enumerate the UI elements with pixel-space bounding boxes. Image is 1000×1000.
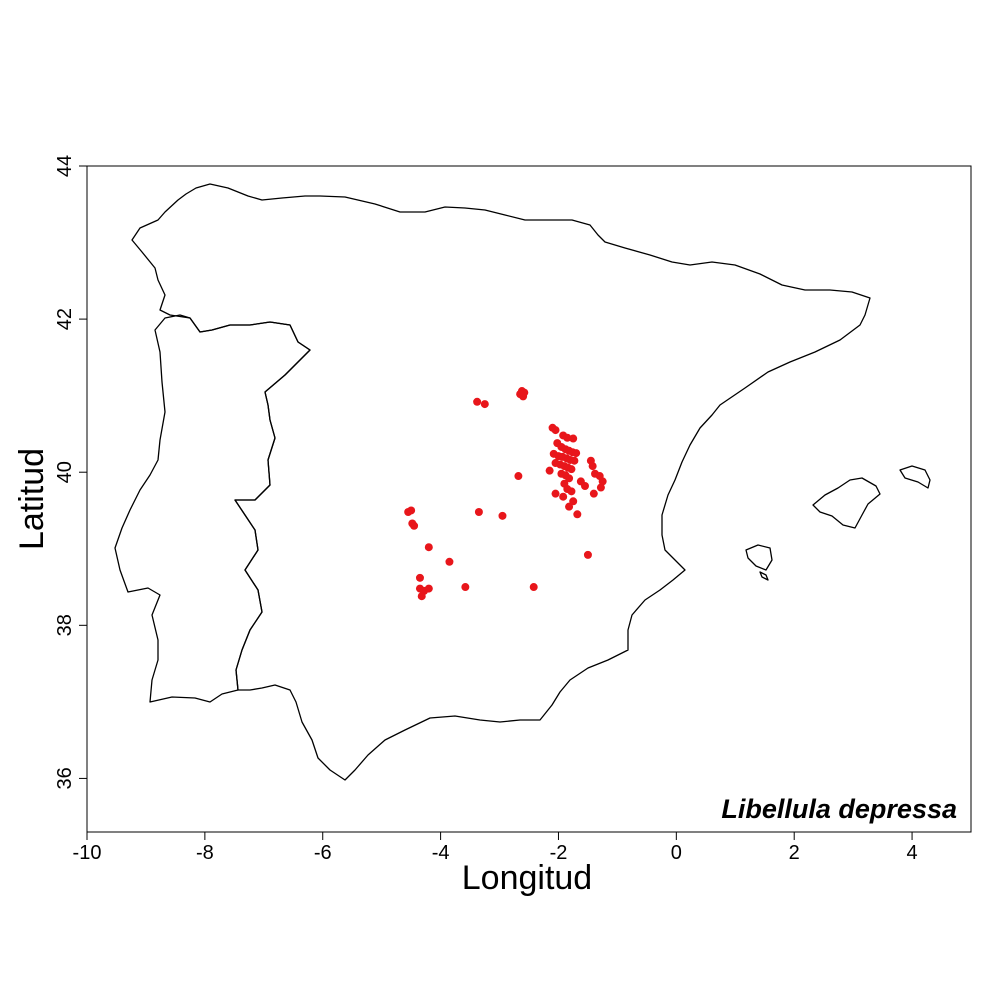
- y-axis: 36 38 40 42 44: [54, 155, 87, 790]
- mallorca-outline: [812, 477, 881, 529]
- x-tick-label: 2: [789, 842, 800, 864]
- species-label: Libellula depressa: [721, 794, 957, 824]
- occurrence-point: [563, 433, 572, 442]
- plot-frame: [86, 165, 972, 833]
- occurrence-point: [415, 573, 424, 582]
- occurrence-point: [474, 508, 483, 517]
- occurrence-point: [424, 584, 433, 593]
- occurrence-point: [520, 388, 529, 397]
- occurrence-point: [545, 466, 554, 475]
- y-axis-title: Latitud: [13, 448, 51, 550]
- occurrence-point: [473, 397, 482, 406]
- ibiza-outline: [745, 544, 773, 571]
- occurrence-point: [514, 472, 523, 481]
- x-tick-label: 0: [671, 842, 682, 864]
- occurrence-point: [445, 557, 454, 566]
- occurrence-point: [480, 400, 489, 409]
- occurrence-point: [417, 592, 426, 601]
- occurrence-point: [551, 426, 560, 435]
- x-axis: -10 -8 -6 -4 -2 0 2 4: [73, 832, 918, 864]
- menorca-outline: [899, 465, 931, 489]
- x-tick-label: -8: [196, 842, 214, 864]
- occurrence-point: [565, 502, 574, 511]
- occurrence-point: [569, 434, 578, 443]
- iberian-peninsula-outline: [131, 183, 871, 781]
- occurrence-point: [580, 481, 589, 490]
- x-axis-title: Longitud: [462, 859, 592, 897]
- y-tick-label: 36: [54, 767, 76, 789]
- portugal-border: [114, 314, 311, 703]
- map-outlines: [114, 183, 931, 781]
- x-tick-label: -4: [432, 842, 450, 864]
- x-tick-label: -2: [550, 842, 568, 864]
- occurrence-point: [565, 474, 574, 483]
- occurrence-point: [589, 489, 598, 498]
- occurrence-point: [573, 510, 582, 519]
- occurrence-point: [410, 521, 419, 530]
- y-tick-label: 40: [54, 461, 76, 483]
- occurrence-point: [407, 506, 416, 515]
- occurrence-point: [567, 487, 576, 496]
- formentera-outline: [759, 571, 769, 581]
- y-tick-label: 44: [54, 155, 76, 177]
- x-tick-label: -6: [314, 842, 332, 864]
- occurrence-points: [404, 387, 607, 601]
- occurrence-point: [424, 543, 433, 552]
- occurrence-point: [567, 465, 576, 474]
- occurrence-point: [529, 583, 538, 592]
- occurrence-point: [551, 489, 560, 498]
- occurrence-point: [596, 483, 605, 492]
- x-tick-label: -10: [73, 842, 102, 864]
- occurrence-point: [570, 456, 579, 465]
- x-tick-label: 4: [907, 842, 918, 864]
- occurrence-point: [598, 477, 607, 486]
- y-tick-label: 42: [54, 308, 76, 330]
- occurrence-point: [559, 492, 568, 501]
- occurrence-point: [583, 550, 592, 559]
- occurrence-point: [588, 462, 597, 471]
- occurrence-point: [498, 511, 507, 520]
- occurrence-point: [461, 583, 470, 592]
- y-tick-label: 38: [54, 614, 76, 636]
- occurrence-point: [572, 449, 581, 458]
